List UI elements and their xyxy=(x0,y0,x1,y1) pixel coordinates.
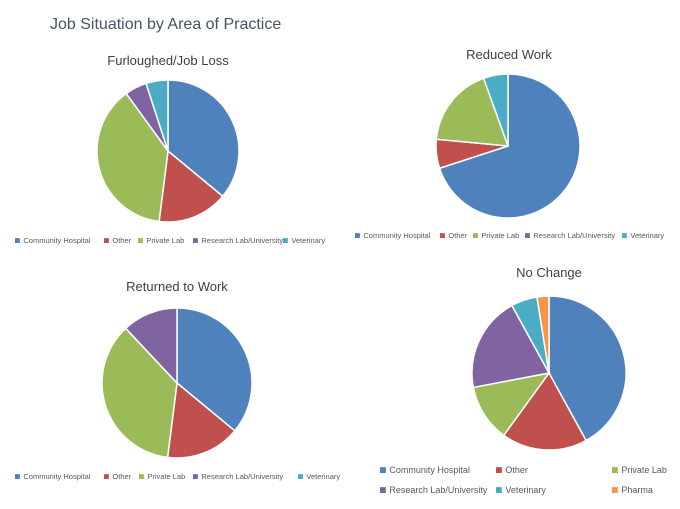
legend-label-community-hospital: Community Hospital xyxy=(389,465,470,475)
chart-title: No Change xyxy=(516,265,582,280)
legend-swatch-veterinary xyxy=(622,233,627,238)
legend-swatch-private-lab xyxy=(612,467,618,473)
legend-label-private-lab: Private Lab xyxy=(146,236,184,245)
legend-swatch-research-lab-university xyxy=(380,487,386,493)
legend-label-research-lab-university: Research Lab/University xyxy=(201,472,283,481)
legend-swatch-research-lab-university xyxy=(193,238,198,243)
chart-title: Furloughed/Job Loss xyxy=(107,53,229,68)
pie-slice-community-hospital xyxy=(176,307,253,432)
legend-label-community-hospital: Community Hospital xyxy=(23,472,90,481)
pie-slice-community-hospital xyxy=(438,73,581,219)
pie-slice-other xyxy=(158,149,224,223)
legend-label-community-hospital: Community Hospital xyxy=(363,231,430,240)
legend-swatch-private-lab xyxy=(473,233,478,238)
legend-label-other: Other xyxy=(505,465,528,475)
legend-label-private-lab: Private Lab xyxy=(147,472,185,481)
pie-slice-private-lab xyxy=(96,92,169,223)
pie-slice-other xyxy=(166,381,236,459)
legend-swatch-research-lab-university xyxy=(525,233,530,238)
legend-label-community-hospital: Community Hospital xyxy=(23,236,90,245)
legend-label-private-lab: Private Lab xyxy=(621,465,667,475)
chart-title: Reduced Work xyxy=(466,47,552,62)
pie-slice-community-hospital xyxy=(548,295,627,442)
legend-swatch-community-hospital xyxy=(15,474,20,479)
pie-slice-research-lab-university xyxy=(471,304,551,389)
legend-swatch-pharma xyxy=(612,487,618,493)
legend-swatch-community-hospital xyxy=(15,238,20,243)
pie-slice-private-lab xyxy=(435,77,510,147)
pie-chart-returned-to-work: Returned to Work Community Hospital Other P… xyxy=(15,279,340,481)
pie-slice-community-hospital xyxy=(167,79,240,198)
pie-chart-reduced-work: Reduced Work Community Hospital Other Priva… xyxy=(355,47,664,240)
legend-swatch-research-lab-university xyxy=(193,474,198,479)
legend-label-research-lab-university: Research Lab/University xyxy=(389,485,488,495)
legend-label-other: Other xyxy=(448,231,467,240)
legend-label-other: Other xyxy=(112,236,131,245)
legend-label-research-lab-university: Research Lab/University xyxy=(533,231,615,240)
legend-swatch-other xyxy=(104,238,109,243)
legend-swatch-private-lab xyxy=(139,474,144,479)
legend-label-veterinary: Veterinary xyxy=(630,231,664,240)
pie-slice-other xyxy=(502,371,588,451)
pie-slice-research-lab-university xyxy=(124,307,178,385)
legend-label-other: Other xyxy=(112,472,131,481)
legend-swatch-other xyxy=(496,467,502,473)
legend-swatch-veterinary xyxy=(283,238,288,243)
legend-swatch-private-lab xyxy=(138,238,143,243)
legend-label-pharma: Pharma xyxy=(621,485,653,495)
legend-swatch-other xyxy=(104,474,109,479)
pie-chart-no-change: No Change Community Hospital Other Private … xyxy=(380,265,667,495)
legend-label-veterinary: Veterinary xyxy=(505,485,546,495)
pie-slice-veterinary xyxy=(482,73,509,147)
pie-chart-furloughed-job-loss: Furloughed/Job Loss Community Hospital Oth… xyxy=(15,53,325,245)
legend-swatch-veterinary xyxy=(298,474,303,479)
legend-label-private-lab: Private Lab xyxy=(481,231,519,240)
legend-swatch-veterinary xyxy=(496,487,502,493)
pie-slice-private-lab xyxy=(101,327,178,459)
legend-label-veterinary: Veterinary xyxy=(306,472,340,481)
legend-swatch-community-hospital xyxy=(355,233,360,238)
page-title: Job Situation by Area of Practice xyxy=(50,16,282,33)
chart-title: Returned to Work xyxy=(126,279,228,294)
legend-label-research-lab-university: Research Lab/University xyxy=(201,236,283,245)
pie-slice-veterinary xyxy=(145,79,169,152)
legend-swatch-other xyxy=(440,233,445,238)
pie-slice-pharma xyxy=(536,295,550,374)
legend-swatch-community-hospital xyxy=(380,467,386,473)
legend-label-veterinary: Veterinary xyxy=(291,236,325,245)
